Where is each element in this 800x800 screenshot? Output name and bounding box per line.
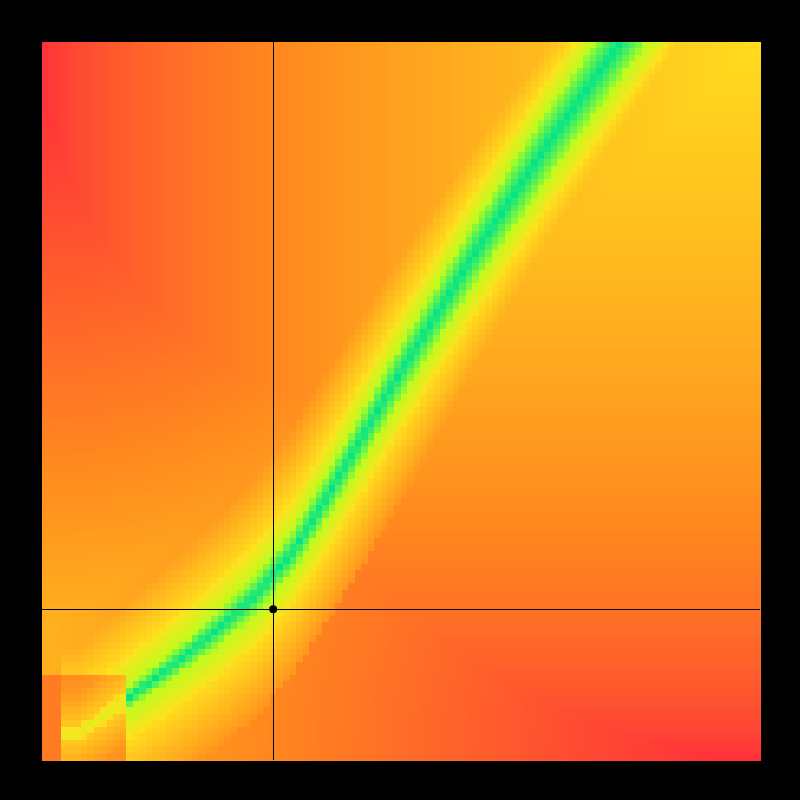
heatmap-canvas (0, 0, 800, 800)
chart-container: TheBottleneck.com (0, 0, 800, 800)
